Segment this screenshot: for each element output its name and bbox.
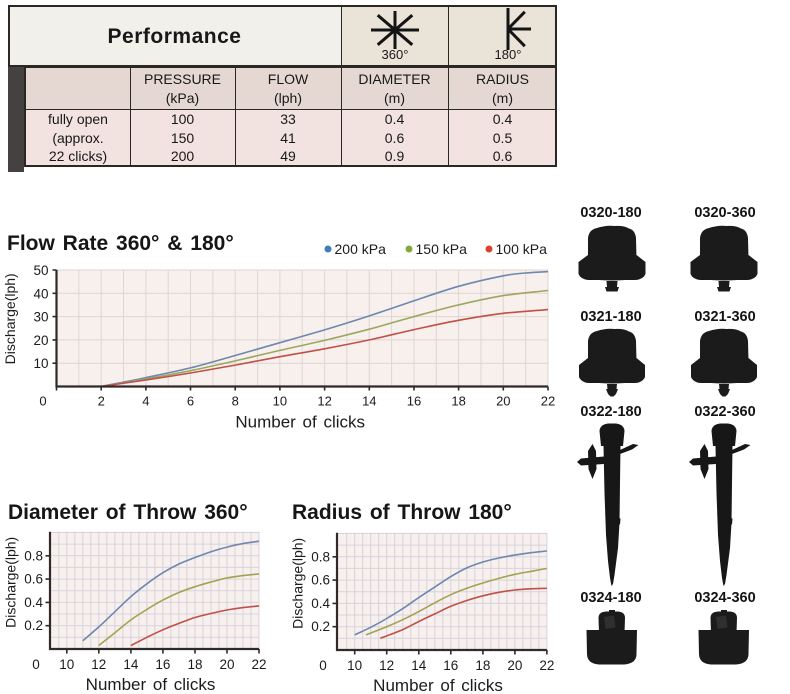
svg-text:0.2: 0.2 — [24, 618, 43, 633]
svg-text:8: 8 — [232, 394, 239, 409]
svg-text:14: 14 — [411, 658, 427, 673]
svg-text:20: 20 — [219, 657, 234, 672]
svg-text:150 kPa: 150 kPa — [416, 241, 468, 257]
svg-text:0.4: 0.4 — [24, 595, 43, 610]
svg-text:50: 50 — [33, 263, 48, 278]
svg-text:200 kPa: 200 kPa — [335, 241, 387, 257]
svg-text:12: 12 — [379, 658, 394, 673]
svg-text:100 kPa: 100 kPa — [496, 241, 548, 257]
svg-text:20: 20 — [507, 658, 522, 673]
svg-text:40: 40 — [33, 286, 48, 301]
svg-text:30: 30 — [33, 310, 48, 325]
svg-text:0: 0 — [32, 657, 40, 672]
svg-text:12: 12 — [91, 657, 106, 672]
svg-text:0.8: 0.8 — [24, 548, 43, 563]
svg-text:0.2: 0.2 — [311, 619, 330, 634]
svg-text:0.6: 0.6 — [24, 572, 43, 587]
svg-text:16: 16 — [407, 394, 421, 409]
svg-text:20: 20 — [33, 333, 48, 348]
svg-text:0.4: 0.4 — [311, 596, 330, 611]
svg-text:14: 14 — [362, 394, 376, 409]
svg-text:Number of clicks: Number of clicks — [373, 676, 503, 694]
svg-text:10: 10 — [347, 658, 362, 673]
svg-text:0.6: 0.6 — [311, 573, 330, 588]
svg-text:0: 0 — [39, 394, 46, 409]
svg-text:Discharge(lph): Discharge(lph) — [2, 273, 18, 364]
svg-text:0: 0 — [319, 658, 327, 673]
svg-text:0.8: 0.8 — [311, 549, 330, 564]
svg-text:Discharge(lph): Discharge(lph) — [290, 538, 306, 629]
svg-text:18: 18 — [451, 394, 465, 409]
svg-text:22: 22 — [251, 657, 266, 672]
svg-text:22: 22 — [539, 658, 554, 673]
svg-text:10: 10 — [273, 394, 287, 409]
svg-text:2: 2 — [98, 394, 105, 409]
svg-text:Discharge(lph): Discharge(lph) — [3, 537, 19, 628]
svg-text:4: 4 — [142, 394, 149, 409]
svg-text:20: 20 — [496, 394, 510, 409]
svg-text:10: 10 — [33, 356, 48, 371]
svg-text:6: 6 — [187, 394, 194, 409]
svg-text:16: 16 — [443, 658, 458, 673]
svg-text:18: 18 — [187, 657, 202, 672]
svg-text:16: 16 — [155, 657, 170, 672]
svg-text:Number of clicks: Number of clicks — [86, 675, 216, 694]
svg-text:Number of clicks: Number of clicks — [235, 413, 365, 432]
svg-text:22: 22 — [541, 394, 555, 409]
svg-text:14: 14 — [123, 657, 139, 672]
svg-text:18: 18 — [475, 658, 490, 673]
svg-text:10: 10 — [59, 657, 74, 672]
svg-text:12: 12 — [317, 394, 331, 409]
